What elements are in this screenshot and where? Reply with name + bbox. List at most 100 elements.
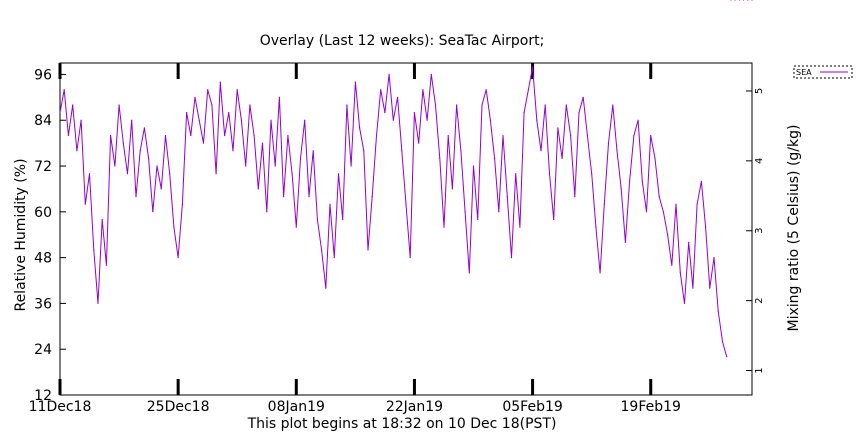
data-point [747,0,749,1]
data-point [460,150,462,152]
data-point [519,226,521,228]
data-point [295,226,297,228]
data-point [283,196,285,198]
data-point [426,119,428,121]
data-point [375,134,378,137]
y-axis-label: Relative Humidity (%) [13,158,29,311]
data-point [561,157,563,159]
data-point [532,66,534,68]
data-point [434,104,437,106]
data-point [595,226,597,228]
x-tick-label: 22Jan19 [386,399,443,415]
data-point [637,119,639,121]
data-point [80,119,82,121]
chart-title: Overlay (Last 12 weeks): SeaTac Airport; [260,33,545,49]
data-point [540,150,542,152]
data-point [122,142,124,144]
data-point [388,73,390,75]
data-point [342,218,344,221]
x-tick-label: 11Dec18 [29,399,92,415]
y-tick-label: 36 [34,296,52,312]
data-point [397,96,399,98]
data-point [485,89,487,91]
x-tick-label: 25Dec18 [147,399,210,415]
data-point [624,241,627,243]
data-point [76,150,78,152]
data-point [603,203,605,205]
data-point [224,134,226,137]
data-point [451,188,453,190]
data-point [591,173,593,175]
data-point [198,119,200,121]
data-point [392,119,394,121]
data-point [705,226,707,228]
data-point [667,234,669,236]
data-point [671,264,673,266]
data-point [401,150,403,152]
data-point [72,104,74,106]
data-point [291,173,293,175]
legend-label: SEA [796,68,812,77]
data-point [620,188,622,190]
data-point [515,173,517,175]
y2-tick-label: 5 [754,88,765,94]
data-point [261,142,264,144]
data-point [468,272,470,274]
data-point [148,157,150,159]
data-point [612,104,614,106]
data-point [371,196,373,198]
data-point [422,89,424,91]
data-point [489,119,491,121]
axis-ticks: 11Dec18 25Dec18 08Jan19 22Jan19 05Feb19 19Feb… [29,63,765,415]
data-point [219,81,221,83]
data-point [413,112,415,114]
data-point [194,96,196,98]
data-point [215,173,217,175]
data-point [384,112,386,114]
data-point [629,180,631,182]
data-point [211,104,213,106]
data-point [63,89,65,91]
data-point [574,196,576,198]
data-point [456,104,458,106]
series-line-sea [59,66,728,357]
data-point [738,0,740,1]
data-point [654,157,656,159]
data-point [477,218,479,221]
data-point [548,173,551,175]
data-point [645,211,648,213]
data-point [405,203,407,205]
y-tick-label: 48 [34,251,52,267]
data-point [164,134,167,137]
data-point [190,134,192,137]
data-point [97,302,99,304]
y-tick-label: 84 [34,113,52,129]
data-point [430,73,432,75]
data-point [186,112,188,114]
data-point [354,81,356,83]
data-point [308,196,310,198]
data-point [498,211,500,213]
data-point [570,134,572,137]
y2-tick-label: 4 [754,158,765,164]
data-point [253,134,255,137]
x-tick-label: 08Jan19 [268,399,325,415]
y-tick-label: 12 [34,388,52,404]
data-point [418,142,420,144]
data-point [565,104,567,106]
data-point [333,257,335,259]
data-point [160,188,162,190]
x-tick-label: 05Feb19 [502,399,562,415]
data-point [312,150,314,152]
data-point [59,112,61,114]
data-point [717,310,719,312]
data-point [131,119,133,121]
legend-box [793,65,853,79]
data-point [278,96,280,98]
data-point [447,134,449,137]
data-point [607,142,610,144]
data-point [143,127,145,129]
y-tick-label: 60 [34,205,52,221]
data-point [721,341,724,343]
